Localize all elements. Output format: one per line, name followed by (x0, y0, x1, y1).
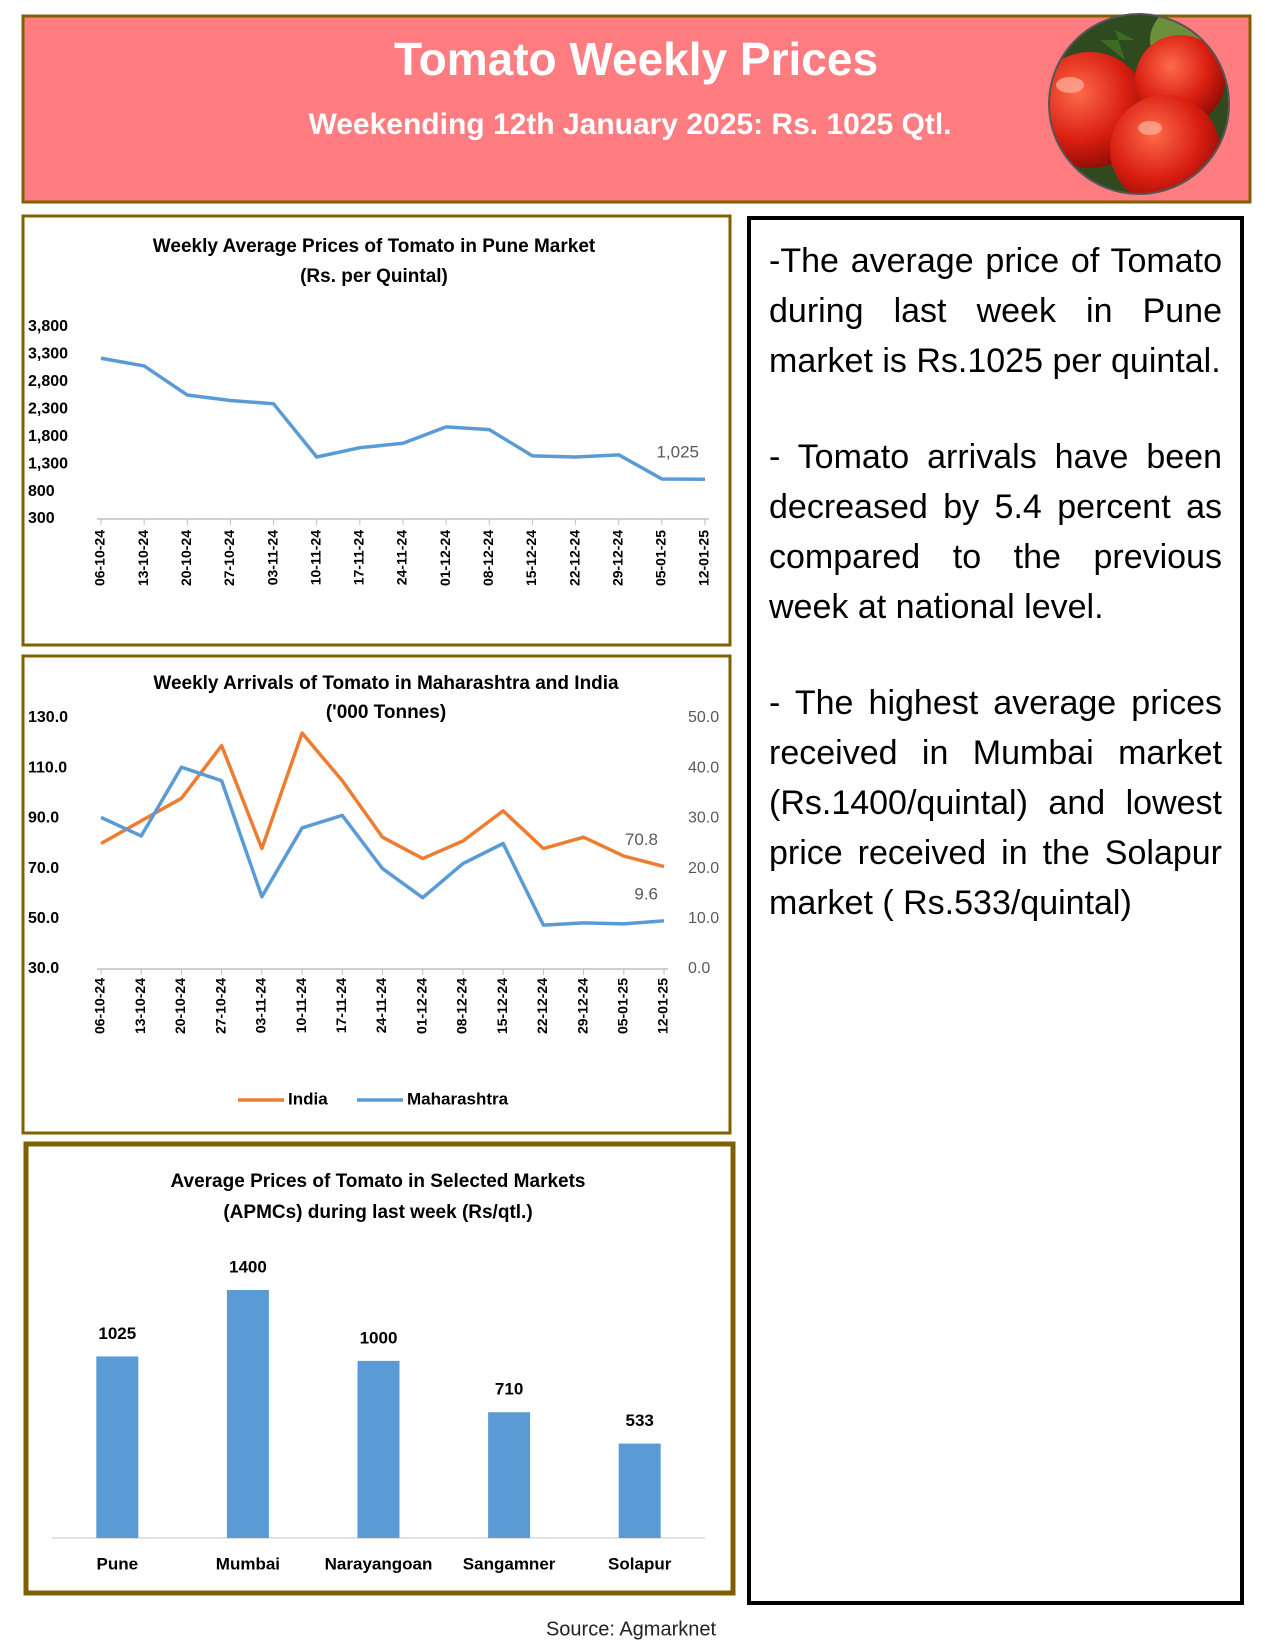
bar (358, 1361, 400, 1538)
bar (227, 1290, 269, 1538)
y-tick-label: 2,800 (28, 373, 68, 390)
data-label: 1400 (229, 1257, 267, 1276)
x-tick-label: 22-12-24 (534, 978, 550, 1034)
x-tick-label: 03-11-24 (264, 530, 280, 585)
y-tick-label: 1,800 (28, 428, 68, 445)
x-tick-label: 08-12-24 (454, 978, 470, 1034)
panel (23, 656, 730, 1133)
header-subtitle: Weekending 12th January 2025: Rs. 1025 Q… (308, 108, 951, 141)
chart-subtitle: (APMCs) during last week (Rs/qtl.) (223, 1202, 532, 1223)
y2-tick-label: 40.0 (688, 759, 719, 776)
data-label: 533 (626, 1411, 654, 1430)
x-tick-label: Sangamner (463, 1554, 556, 1573)
x-tick-label: 05-01-25 (653, 530, 669, 586)
y-tick-label: 2,300 (28, 401, 68, 418)
paragraph: - The highest average prices received in… (769, 678, 1222, 928)
y-tick-label: 130.0 (28, 709, 68, 726)
x-tick-label: Mumbai (216, 1554, 280, 1573)
data-label: 1000 (360, 1328, 398, 1347)
chart-title: Weekly Average Prices of Tomato in Pune … (153, 236, 596, 257)
y-tick-label: 30.0 (28, 960, 59, 977)
chart-subtitle: (Rs. per Quintal) (300, 266, 448, 287)
x-tick-label: 29-12-24 (609, 530, 625, 586)
chart-subtitle: ('000 Tonnes) (326, 702, 446, 723)
bar (619, 1444, 661, 1538)
bar (96, 1356, 138, 1538)
legend-label: India (288, 1089, 328, 1108)
x-tick-label: 10-11-24 (307, 530, 323, 585)
data-label: 1025 (98, 1324, 136, 1343)
y-tick-label: 90.0 (28, 810, 59, 827)
y-tick-label: 1,300 (28, 455, 68, 472)
y-tick-label: 800 (28, 483, 55, 500)
data-label: 710 (495, 1380, 523, 1399)
y2-tick-label: 50.0 (688, 709, 719, 726)
x-tick-label: 03-11-24 (253, 978, 269, 1033)
data-label: 1,025 (656, 443, 699, 462)
legend-label: Maharashtra (407, 1089, 509, 1108)
header-title: Tomato Weekly Prices (394, 33, 878, 85)
x-tick-label: 12-01-25 (655, 978, 671, 1034)
y-tick-label: 110.0 (28, 759, 67, 776)
x-tick-label: 24-11-24 (394, 530, 410, 585)
chart-title: Average Prices of Tomato in Selected Mar… (171, 1171, 586, 1192)
x-tick-label: 10-11-24 (293, 978, 309, 1033)
x-tick-label: 24-11-24 (373, 978, 389, 1033)
paragraph: - Tomato arrivals have been decreased by… (769, 432, 1222, 632)
y-tick-label: 50.0 (28, 910, 59, 927)
x-tick-label: 12-01-25 (696, 530, 712, 586)
x-tick-label: 13-10-24 (135, 530, 151, 586)
x-tick-label: 13-10-24 (132, 978, 148, 1034)
x-tick-label: Pune (97, 1554, 139, 1573)
y2-tick-label: 10.0 (688, 910, 719, 927)
x-tick-label: 01-12-24 (437, 530, 453, 586)
x-tick-label: 20-10-24 (178, 530, 194, 586)
x-tick-label: 27-10-24 (221, 530, 237, 586)
x-tick-label: 01-12-24 (413, 978, 429, 1034)
data-label: 9.6 (634, 884, 658, 903)
page: Tomato Weekly Prices Weekending 12th Jan… (0, 0, 1265, 1640)
x-tick-label: 17-11-24 (333, 978, 349, 1033)
x-tick-label: 05-01-25 (614, 978, 630, 1034)
y-tick-label: 70.0 (28, 860, 59, 877)
text-panel: -The average price of Tomato during last… (747, 216, 1244, 1605)
paragraph: -The average price of Tomato during last… (769, 236, 1222, 386)
y-tick-label: 3,300 (28, 346, 68, 363)
y-tick-label: 3,800 (28, 318, 68, 335)
data-label: 70.8 (625, 830, 658, 849)
x-tick-label: 15-12-24 (523, 530, 539, 586)
x-tick-label: Narayangoan (325, 1554, 433, 1573)
y-tick-label: 300 (28, 510, 55, 527)
x-tick-label: 15-12-24 (494, 978, 510, 1034)
y2-tick-label: 30.0 (688, 810, 719, 827)
x-tick-label: 20-10-24 (172, 978, 188, 1034)
x-tick-label: 08-12-24 (480, 530, 496, 586)
chart-title: Weekly Arrivals of Tomato in Maharashtra… (153, 673, 619, 694)
y2-tick-label: 20.0 (688, 860, 719, 877)
x-tick-label: 17-11-24 (351, 530, 367, 585)
x-tick-label: Solapur (608, 1554, 672, 1573)
x-tick-label: 27-10-24 (212, 978, 228, 1034)
y2-tick-label: 0.0 (688, 960, 710, 977)
source-note: Source: Agmarknet (546, 1618, 717, 1640)
x-tick-label: 06-10-24 (92, 530, 108, 586)
x-tick-label: 06-10-24 (92, 978, 108, 1034)
x-tick-label: 22-12-24 (566, 530, 582, 586)
x-tick-label: 29-12-24 (574, 978, 590, 1034)
bar (488, 1412, 530, 1538)
